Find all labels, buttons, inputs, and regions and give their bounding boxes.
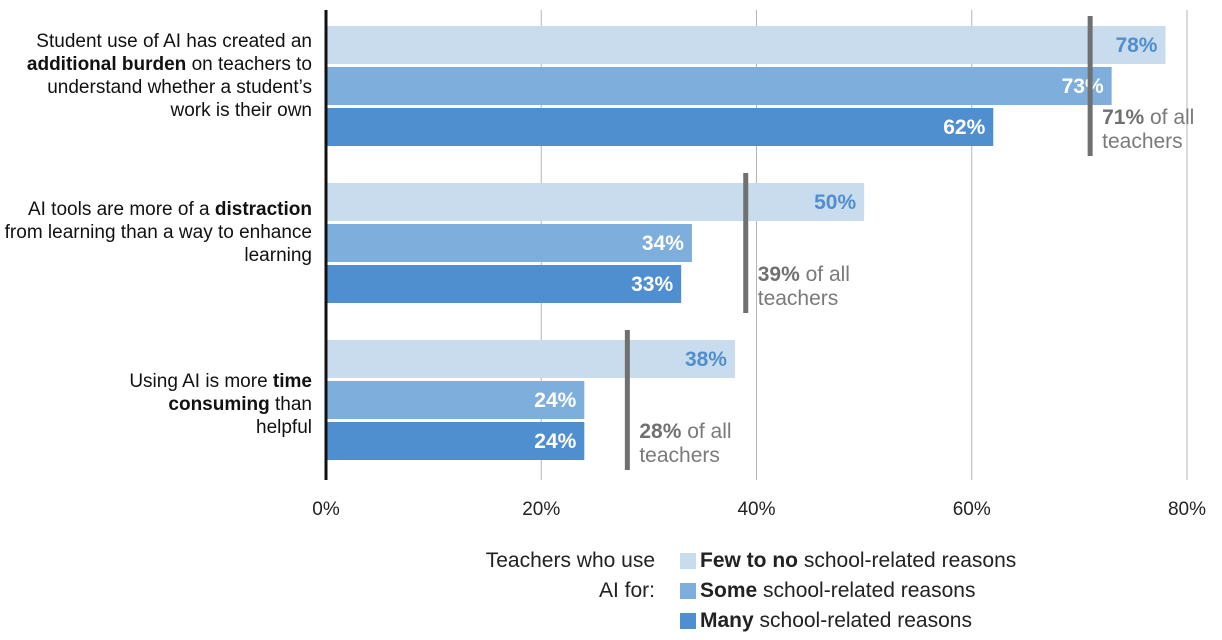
data-label: 33% xyxy=(631,273,673,296)
category-label-text: Student use of AI has created an xyxy=(36,31,312,52)
bar xyxy=(326,381,585,419)
data-label: 24% xyxy=(534,389,576,412)
legend-swatch xyxy=(680,553,696,569)
legend-intro: Teachers who use AI for: xyxy=(485,549,655,602)
bar xyxy=(326,265,682,303)
bar xyxy=(326,26,1166,64)
reference-text: of all xyxy=(799,263,850,286)
category-label-emphasis: additional burden xyxy=(26,54,187,75)
x-tick-label: 60% xyxy=(953,499,991,520)
data-label: 73% xyxy=(1062,75,1104,98)
reference-text: teachers xyxy=(1102,130,1183,153)
bar xyxy=(326,224,692,262)
reference-value: 39% xyxy=(757,263,800,286)
x-tick-label: 20% xyxy=(522,499,560,520)
category-label-text: than helpful xyxy=(256,394,312,438)
data-label: 34% xyxy=(642,232,684,255)
reference-value: 28% xyxy=(639,420,682,443)
data-label: 62% xyxy=(943,116,985,139)
data-label: 38% xyxy=(685,348,727,371)
bar xyxy=(326,422,585,460)
legend-label: Few to no school-related reasons xyxy=(700,549,1017,572)
category-label: Student use of AI has created an additio… xyxy=(12,30,312,122)
x-tick-label: 40% xyxy=(737,499,775,520)
category-label-text: on teachers to understand whether a stud… xyxy=(47,54,312,121)
data-label: 78% xyxy=(1115,34,1157,57)
reference-text: teachers xyxy=(639,444,720,467)
reference-text: of all xyxy=(1144,106,1195,129)
category-label-emphasis: time consuming xyxy=(168,371,312,415)
bar xyxy=(326,340,735,378)
category-label-text: from learning than a way to enhance lear… xyxy=(4,222,312,266)
reference-text: teachers xyxy=(757,287,839,310)
category-label: Using AI is more time consuming than hel… xyxy=(112,370,312,439)
data-label: 50% xyxy=(814,191,856,214)
category-label: AI tools are more of a distraction from … xyxy=(2,198,312,267)
bar xyxy=(326,183,865,221)
reference-label: 39% of all teachers xyxy=(758,263,850,311)
legend-label: Some school-related reasons xyxy=(700,579,976,602)
category-label-text: Using AI is more xyxy=(129,371,273,392)
reference-label: 71% of all teachers xyxy=(1102,106,1194,154)
reference-label: 28% of all teachers xyxy=(639,420,731,468)
reference-value: 71% xyxy=(1102,106,1145,129)
bar xyxy=(326,108,994,146)
reference-text: of all xyxy=(681,420,732,443)
legend-swatch xyxy=(680,613,696,629)
bar xyxy=(326,67,1112,105)
category-label-emphasis: distraction xyxy=(214,199,312,220)
data-label: 24% xyxy=(534,430,576,453)
x-tick-label: 80% xyxy=(1168,499,1206,520)
category-label-text: AI tools are more of a xyxy=(27,199,215,220)
legend-label: Many school-related reasons xyxy=(700,609,972,632)
legend-swatch xyxy=(680,583,696,599)
x-tick-label: 0% xyxy=(312,499,340,520)
